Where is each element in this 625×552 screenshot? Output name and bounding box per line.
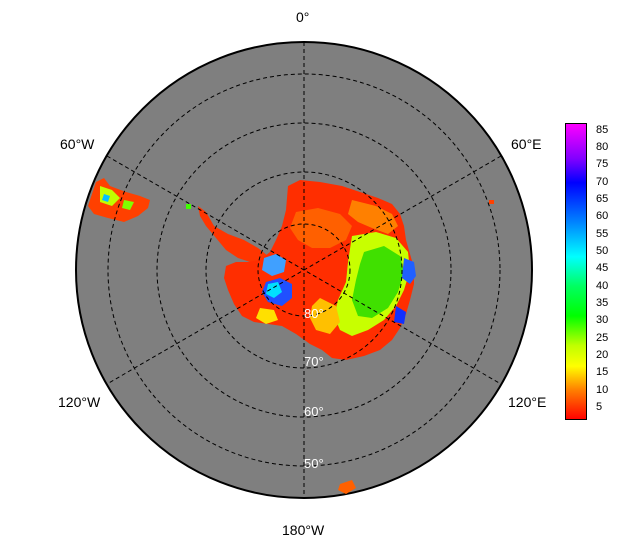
longitude-label-upper-left: 60°W	[60, 136, 95, 152]
colorbar-tick-30: 30	[596, 314, 609, 326]
colorbar-tick-60: 60	[596, 210, 609, 222]
graticule	[106, 42, 502, 498]
longitude-label-lower-right: 120°E	[508, 394, 547, 410]
latitude-label-70: 70°	[304, 354, 324, 369]
colorbar-tick-85: 85	[596, 124, 609, 136]
island	[186, 204, 191, 209]
colorbar-tick-55: 55	[596, 228, 609, 240]
colorbar-tick-15: 15	[596, 366, 609, 378]
longitude-label-bottom: 180°W	[282, 522, 325, 538]
colorbar-tick-75: 75	[596, 158, 609, 170]
latitude-label-60: 60°	[304, 404, 324, 419]
island	[338, 480, 356, 494]
colorbar-tick-20: 20	[596, 349, 609, 361]
colorbar	[565, 123, 587, 420]
colorbar-tick-35: 35	[596, 297, 609, 309]
colorbar-tick-5: 5	[596, 401, 603, 413]
colorbar-tick-40: 40	[596, 280, 609, 292]
longitude-label-lower-left: 120°W	[58, 394, 101, 410]
colorbar-tick-70: 70	[596, 176, 609, 188]
island	[489, 200, 494, 204]
colorbar-tick-65: 65	[596, 193, 609, 205]
colorbar-tick-10: 10	[596, 384, 609, 396]
colorbar-tick-45: 45	[596, 262, 609, 274]
latitude-label-50: 50°	[304, 456, 324, 471]
longitude-label-upper-right: 60°E	[511, 136, 542, 152]
longitude-label-top: 0°	[296, 9, 310, 25]
colorbar-tick-25: 25	[596, 332, 609, 344]
colorbar-tick-80: 80	[596, 141, 609, 153]
antarctic-peninsula	[198, 206, 268, 268]
latitude-label-80: 80°	[304, 306, 324, 321]
colorbar-tick-50: 50	[596, 245, 609, 257]
